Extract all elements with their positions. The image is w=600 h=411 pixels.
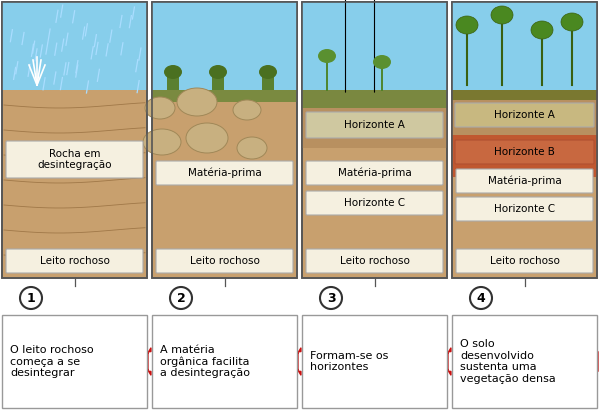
FancyArrow shape xyxy=(143,348,151,375)
Bar xyxy=(452,135,597,177)
Text: Leito rochoso: Leito rochoso xyxy=(340,256,409,266)
Text: 2: 2 xyxy=(176,291,185,305)
Ellipse shape xyxy=(164,65,182,79)
Ellipse shape xyxy=(186,123,228,153)
Circle shape xyxy=(20,287,42,309)
Text: Matéria-prima: Matéria-prima xyxy=(338,168,412,178)
Bar xyxy=(152,2,297,90)
FancyArrow shape xyxy=(443,348,451,375)
Bar xyxy=(452,315,597,408)
FancyBboxPatch shape xyxy=(456,197,593,221)
FancyBboxPatch shape xyxy=(6,141,143,178)
Ellipse shape xyxy=(143,129,181,155)
FancyBboxPatch shape xyxy=(306,249,443,273)
Bar xyxy=(302,315,447,408)
Ellipse shape xyxy=(318,49,336,63)
Bar xyxy=(452,2,597,278)
Text: 1: 1 xyxy=(26,291,35,305)
Bar xyxy=(2,2,147,90)
Ellipse shape xyxy=(237,137,267,159)
Bar xyxy=(302,90,447,108)
Bar xyxy=(152,2,297,278)
Bar xyxy=(262,75,274,90)
Bar xyxy=(152,2,297,278)
Text: 4: 4 xyxy=(476,291,485,305)
Bar xyxy=(152,315,297,408)
Text: Formam-se os
horizontes: Formam-se os horizontes xyxy=(310,351,388,372)
Bar xyxy=(212,75,224,90)
Bar xyxy=(167,75,179,90)
Bar xyxy=(2,2,147,278)
Text: Horizonte A: Horizonte A xyxy=(344,120,405,130)
FancyBboxPatch shape xyxy=(6,249,143,273)
FancyArrow shape xyxy=(293,348,301,375)
Text: Horizonte C: Horizonte C xyxy=(494,204,555,214)
Text: Horizonte C: Horizonte C xyxy=(344,198,405,208)
FancyBboxPatch shape xyxy=(156,161,293,185)
Ellipse shape xyxy=(373,55,391,69)
Text: Leito rochoso: Leito rochoso xyxy=(490,256,559,266)
Bar xyxy=(452,90,597,100)
Ellipse shape xyxy=(491,6,513,24)
Circle shape xyxy=(470,287,492,309)
FancyBboxPatch shape xyxy=(456,249,593,273)
Circle shape xyxy=(170,287,192,309)
Bar xyxy=(2,315,147,408)
Ellipse shape xyxy=(209,65,227,79)
Text: O leito rochoso
começa a se
desintegrar: O leito rochoso começa a se desintegrar xyxy=(10,345,94,378)
FancyBboxPatch shape xyxy=(306,191,443,215)
FancyBboxPatch shape xyxy=(306,112,443,138)
Bar xyxy=(452,2,597,90)
Text: 3: 3 xyxy=(326,291,335,305)
Bar xyxy=(302,2,447,90)
Ellipse shape xyxy=(456,16,478,34)
Bar xyxy=(302,2,447,278)
FancyBboxPatch shape xyxy=(455,103,594,127)
FancyBboxPatch shape xyxy=(455,140,594,164)
Text: Matéria-prima: Matéria-prima xyxy=(488,176,562,186)
Bar xyxy=(152,90,297,102)
Text: Leito rochoso: Leito rochoso xyxy=(40,256,109,266)
Text: Leito rochoso: Leito rochoso xyxy=(190,256,259,266)
Bar xyxy=(302,2,447,278)
Ellipse shape xyxy=(531,21,553,39)
Text: Horizonte B: Horizonte B xyxy=(494,147,555,157)
Bar xyxy=(452,2,597,278)
Ellipse shape xyxy=(259,65,277,79)
Ellipse shape xyxy=(561,13,583,31)
FancyArrow shape xyxy=(581,346,598,377)
FancyBboxPatch shape xyxy=(156,249,293,273)
Text: Horizonte A: Horizonte A xyxy=(494,110,555,120)
Ellipse shape xyxy=(145,97,175,119)
Text: Rocha em
desintegração: Rocha em desintegração xyxy=(37,149,112,170)
Bar xyxy=(452,100,597,135)
Bar xyxy=(302,108,447,148)
FancyBboxPatch shape xyxy=(456,169,593,193)
Ellipse shape xyxy=(233,100,261,120)
Circle shape xyxy=(320,287,342,309)
Text: O solo
desenvolvido
sustenta uma
vegetação densa: O solo desenvolvido sustenta uma vegetaç… xyxy=(460,339,556,384)
FancyBboxPatch shape xyxy=(306,161,443,185)
Bar xyxy=(2,2,147,278)
Text: A matéria
orgânica facilita
a desintegração: A matéria orgânica facilita a desintegra… xyxy=(160,344,250,379)
Text: Matéria-prima: Matéria-prima xyxy=(188,168,262,178)
Ellipse shape xyxy=(177,88,217,116)
